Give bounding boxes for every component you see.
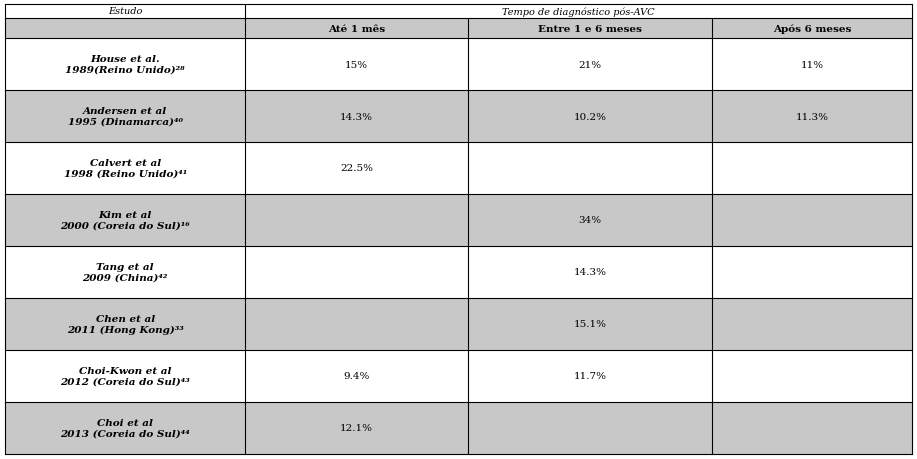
Bar xyxy=(5,350,246,402)
Text: Kim et al
2000 (Coreia do Sul)¹⁶: Kim et al 2000 (Coreia do Sul)¹⁶ xyxy=(61,211,190,230)
Text: 11%: 11% xyxy=(801,61,823,69)
Text: 22.5%: 22.5% xyxy=(340,164,373,173)
Bar xyxy=(713,195,912,246)
Bar xyxy=(246,39,468,91)
Bar xyxy=(468,246,713,298)
Text: 15.1%: 15.1% xyxy=(573,320,606,329)
Bar xyxy=(713,39,912,91)
Bar xyxy=(246,143,468,195)
Bar xyxy=(713,350,912,402)
Bar xyxy=(5,246,246,298)
Text: 9.4%: 9.4% xyxy=(343,372,370,381)
Bar xyxy=(713,143,912,195)
Text: Até 1 mês: Até 1 mês xyxy=(328,24,385,34)
Text: Entre 1 e 6 meses: Entre 1 e 6 meses xyxy=(538,24,642,34)
Text: Estudo: Estudo xyxy=(108,7,142,17)
Bar xyxy=(246,246,468,298)
Bar xyxy=(5,91,246,143)
Bar xyxy=(468,143,713,195)
Bar xyxy=(468,350,713,402)
Bar xyxy=(5,402,246,454)
Text: 12.1%: 12.1% xyxy=(340,424,373,432)
Bar xyxy=(246,350,468,402)
Text: Choi-Kwon et al
2012 (Coreia do Sul)⁴³: Choi-Kwon et al 2012 (Coreia do Sul)⁴³ xyxy=(61,366,190,386)
Text: Tang et al
2009 (China)⁴²: Tang et al 2009 (China)⁴² xyxy=(83,263,168,282)
Text: 11.3%: 11.3% xyxy=(796,112,829,121)
Bar xyxy=(713,19,912,39)
Bar xyxy=(5,143,246,195)
Text: 21%: 21% xyxy=(579,61,602,69)
Bar xyxy=(246,402,468,454)
Bar xyxy=(5,19,246,39)
Text: Andersen et al
1995 (Dinamarca)⁴⁰: Andersen et al 1995 (Dinamarca)⁴⁰ xyxy=(68,107,182,126)
Bar xyxy=(468,195,713,246)
Bar xyxy=(246,195,468,246)
Text: 14.3%: 14.3% xyxy=(340,112,373,121)
Bar xyxy=(468,19,713,39)
Bar xyxy=(246,298,468,350)
Bar xyxy=(468,402,713,454)
Bar xyxy=(713,91,912,143)
Bar xyxy=(713,246,912,298)
Bar xyxy=(468,91,713,143)
Text: 14.3%: 14.3% xyxy=(573,268,606,277)
Bar xyxy=(5,5,246,19)
Text: Após 6 meses: Após 6 meses xyxy=(773,24,851,34)
Text: 11.7%: 11.7% xyxy=(573,372,606,381)
Bar xyxy=(468,298,713,350)
Text: House et al.
1989(Reino Unido)²⁸: House et al. 1989(Reino Unido)²⁸ xyxy=(65,55,185,74)
Text: Choi et al
2013 (Coreia do Sul)⁴⁴: Choi et al 2013 (Coreia do Sul)⁴⁴ xyxy=(61,419,190,438)
Text: Calvert et al
1998 (Reino Unido)⁴¹: Calvert et al 1998 (Reino Unido)⁴¹ xyxy=(63,159,187,178)
Bar xyxy=(713,298,912,350)
Bar xyxy=(5,39,246,91)
Text: Chen et al
2011 (Hong Kong)³³: Chen et al 2011 (Hong Kong)³³ xyxy=(67,314,183,334)
Bar xyxy=(246,19,468,39)
Text: 10.2%: 10.2% xyxy=(573,112,606,121)
Bar xyxy=(246,5,912,19)
Bar xyxy=(468,39,713,91)
Bar xyxy=(713,402,912,454)
Bar xyxy=(246,91,468,143)
Bar xyxy=(5,298,246,350)
Text: 15%: 15% xyxy=(345,61,368,69)
Bar xyxy=(5,195,246,246)
Text: Tempo de diagnóstico pós-AVC: Tempo de diagnóstico pós-AVC xyxy=(503,7,655,17)
Text: 34%: 34% xyxy=(579,216,602,225)
